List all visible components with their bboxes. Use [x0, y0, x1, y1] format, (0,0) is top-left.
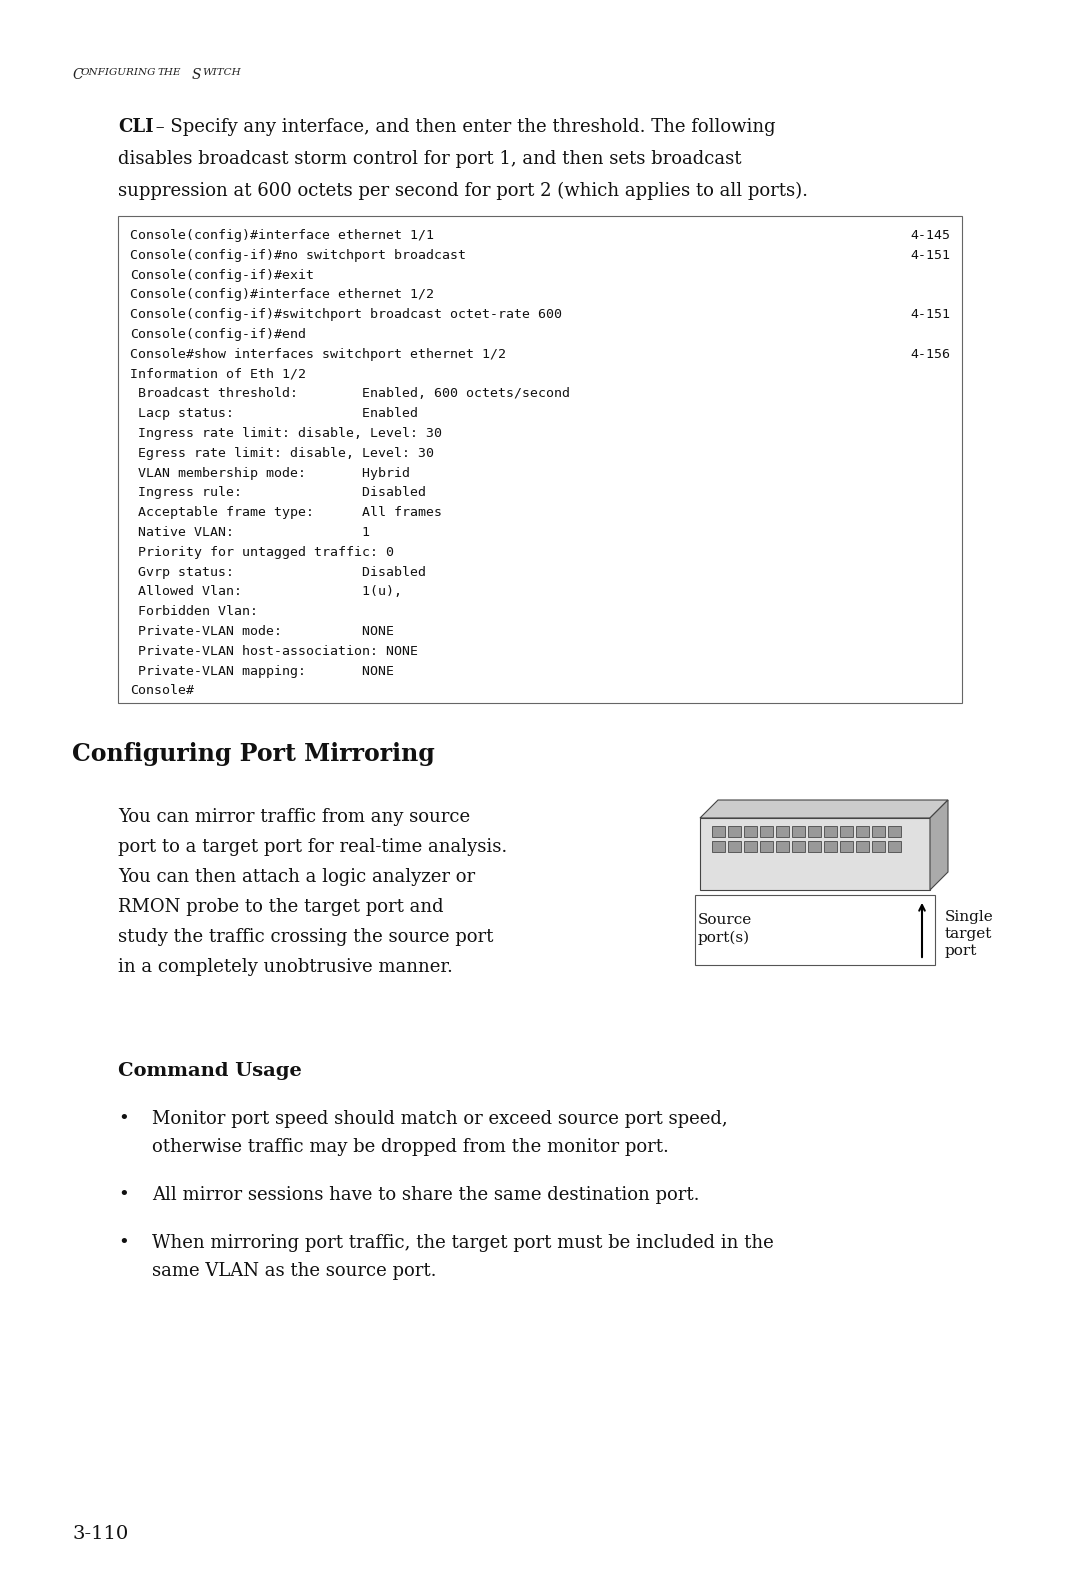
- Text: in a completely unobtrusive manner.: in a completely unobtrusive manner.: [118, 958, 453, 977]
- Text: Console#show interfaces switchport ethernet 1/2: Console#show interfaces switchport ether…: [130, 349, 507, 361]
- Text: •: •: [118, 1234, 129, 1251]
- Text: suppression at 600 octets per second for port 2 (which applies to all ports).: suppression at 600 octets per second for…: [118, 182, 808, 201]
- Text: Ingress rule:               Disabled: Ingress rule: Disabled: [130, 487, 426, 499]
- Bar: [840, 826, 853, 837]
- Bar: [792, 842, 805, 853]
- Text: Allowed Vlan:               1(u),: Allowed Vlan: 1(u),: [130, 586, 402, 598]
- Text: Console(config-if)#end: Console(config-if)#end: [130, 328, 306, 341]
- Bar: [712, 842, 725, 853]
- Text: All mirror sessions have to share the same destination port.: All mirror sessions have to share the sa…: [152, 1185, 700, 1204]
- Polygon shape: [930, 801, 948, 890]
- Text: CLI: CLI: [118, 118, 153, 137]
- Text: 4-156: 4-156: [910, 349, 950, 361]
- Text: WITCH: WITCH: [202, 68, 241, 77]
- Text: 3-110: 3-110: [72, 1524, 129, 1543]
- Text: target: target: [945, 926, 993, 940]
- Bar: [118, 217, 962, 703]
- Bar: [744, 842, 757, 853]
- Text: VLAN membership mode:       Hybrid: VLAN membership mode: Hybrid: [130, 466, 410, 479]
- Text: You can mirror traffic from any source: You can mirror traffic from any source: [118, 809, 470, 826]
- Text: Broadcast threshold:        Enabled, 600 octets/second: Broadcast threshold: Enabled, 600 octets…: [130, 388, 570, 400]
- Text: Single: Single: [945, 911, 994, 925]
- Polygon shape: [700, 801, 948, 818]
- Text: S: S: [192, 68, 202, 82]
- Text: ONFIGURING: ONFIGURING: [81, 68, 157, 77]
- Text: •: •: [118, 1185, 129, 1204]
- Text: – Specify any interface, and then enter the threshold. The following: – Specify any interface, and then enter …: [150, 118, 775, 137]
- Bar: [744, 826, 757, 837]
- Text: C: C: [72, 68, 83, 82]
- Text: Ingress rate limit: disable, Level: 30: Ingress rate limit: disable, Level: 30: [130, 427, 442, 440]
- Bar: [872, 842, 885, 853]
- Text: Console(config)#interface ethernet 1/2: Console(config)#interface ethernet 1/2: [130, 289, 434, 301]
- Bar: [808, 842, 821, 853]
- Text: Monitor port speed should match or exceed source port speed,: Monitor port speed should match or excee…: [152, 1110, 728, 1127]
- Bar: [856, 826, 869, 837]
- Bar: [888, 842, 901, 853]
- Bar: [792, 826, 805, 837]
- Text: Console(config-if)#exit: Console(config-if)#exit: [130, 268, 314, 281]
- Text: port(s): port(s): [698, 931, 751, 945]
- Text: Console#: Console#: [130, 685, 194, 697]
- Text: Console(config)#interface ethernet 1/1: Console(config)#interface ethernet 1/1: [130, 229, 434, 242]
- Text: same VLAN as the source port.: same VLAN as the source port.: [152, 1262, 436, 1280]
- Text: 4-151: 4-151: [910, 248, 950, 262]
- Bar: [728, 842, 741, 853]
- Text: You can then attach a logic analyzer or: You can then attach a logic analyzer or: [118, 868, 475, 885]
- Text: Private-VLAN mapping:       NONE: Private-VLAN mapping: NONE: [130, 664, 394, 678]
- Bar: [872, 826, 885, 837]
- Bar: [888, 826, 901, 837]
- Bar: [760, 826, 773, 837]
- Text: disables broadcast storm control for port 1, and then sets broadcast: disables broadcast storm control for por…: [118, 151, 742, 168]
- Bar: [712, 826, 725, 837]
- Text: 4-151: 4-151: [910, 308, 950, 322]
- Text: otherwise traffic may be dropped from the monitor port.: otherwise traffic may be dropped from th…: [152, 1138, 669, 1156]
- Text: Private-VLAN host-association: NONE: Private-VLAN host-association: NONE: [130, 645, 418, 658]
- Text: Information of Eth 1/2: Information of Eth 1/2: [130, 367, 306, 380]
- Text: 4-145: 4-145: [910, 229, 950, 242]
- Text: Forbidden Vlan:: Forbidden Vlan:: [130, 604, 258, 619]
- Text: Private-VLAN mode:          NONE: Private-VLAN mode: NONE: [130, 625, 394, 637]
- Text: Acceptable frame type:      All frames: Acceptable frame type: All frames: [130, 506, 442, 520]
- Text: THE: THE: [158, 68, 181, 77]
- Bar: [808, 826, 821, 837]
- Text: Configuring Port Mirroring: Configuring Port Mirroring: [72, 743, 435, 766]
- Bar: [777, 842, 789, 853]
- Bar: [696, 895, 935, 966]
- Bar: [840, 842, 853, 853]
- Text: Command Usage: Command Usage: [118, 1061, 301, 1080]
- Text: port to a target port for real-time analysis.: port to a target port for real-time anal…: [118, 838, 508, 856]
- Bar: [777, 826, 789, 837]
- Text: Priority for untagged traffic: 0: Priority for untagged traffic: 0: [130, 546, 394, 559]
- Bar: [856, 842, 869, 853]
- Bar: [760, 842, 773, 853]
- Text: Console(config-if)#switchport broadcast octet-rate 600: Console(config-if)#switchport broadcast …: [130, 308, 562, 322]
- Text: Source: Source: [698, 914, 753, 926]
- Text: port: port: [945, 944, 977, 958]
- Text: Native VLAN:                1: Native VLAN: 1: [130, 526, 370, 539]
- Text: Console(config-if)#no switchport broadcast: Console(config-if)#no switchport broadca…: [130, 248, 465, 262]
- Text: When mirroring port traffic, the target port must be included in the: When mirroring port traffic, the target …: [152, 1234, 773, 1251]
- Bar: [824, 842, 837, 853]
- Bar: [824, 826, 837, 837]
- Text: Egress rate limit: disable, Level: 30: Egress rate limit: disable, Level: 30: [130, 447, 434, 460]
- Text: Lacp status:                Enabled: Lacp status: Enabled: [130, 407, 418, 421]
- Polygon shape: [700, 818, 930, 890]
- Text: study the traffic crossing the source port: study the traffic crossing the source po…: [118, 928, 494, 947]
- Text: RMON probe to the target port and: RMON probe to the target port and: [118, 898, 444, 915]
- Text: Gvrp status:                Disabled: Gvrp status: Disabled: [130, 565, 426, 579]
- Bar: [728, 826, 741, 837]
- Text: •: •: [118, 1110, 129, 1127]
